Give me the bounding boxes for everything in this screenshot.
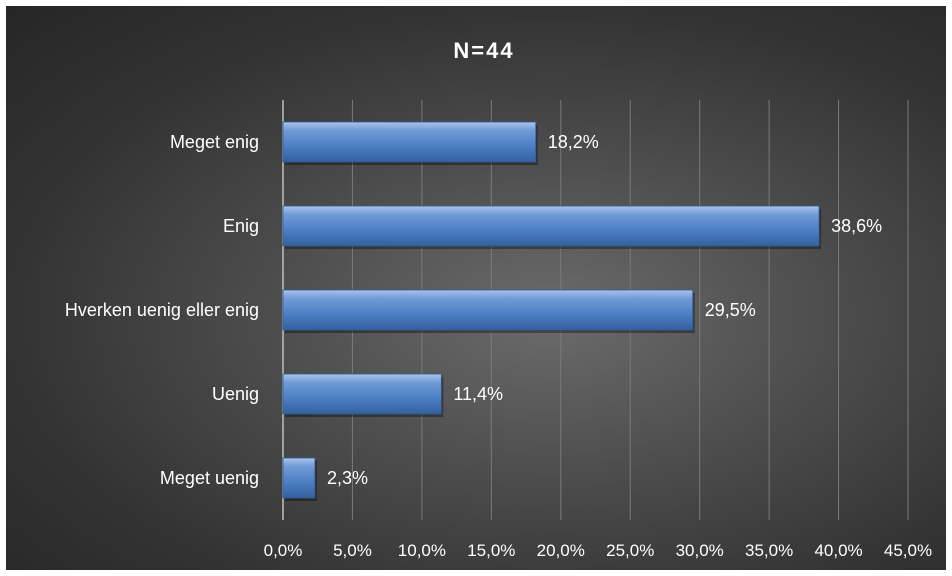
category-label: Hverken uenig eller enig [65,300,259,320]
data-label: 18,2% [548,132,599,152]
bar [282,373,442,415]
data-label: 29,5% [705,300,756,320]
bar [282,205,820,247]
bars [282,121,822,501]
category-label: Meget uenig [160,468,259,488]
labels: 0,0% 5,0% 10,0% 15,0% 20,0% 25,0% 30,0% 35,0% 40… [65,132,932,560]
data-label: 11,4% [453,384,503,404]
bar [282,457,316,499]
data-label: 2,3% [327,468,368,488]
data-label: 38,6% [831,216,882,236]
category-label: Meget enig [170,132,259,152]
x-tick-label: 45,0% [884,541,932,560]
x-tick-label: 20,0% [537,541,585,560]
x-tick-label: 0,0% [264,541,303,560]
x-tick-label: 15,0% [467,541,515,560]
x-tick-label: 5,0% [333,541,372,560]
bar [282,289,694,331]
x-tick-label: 30,0% [676,541,724,560]
chart-title: N=44 [453,38,514,63]
chart-area [6,6,946,570]
bar [282,121,537,163]
x-tick-label: 25,0% [606,541,654,560]
category-label: Uenig [212,384,259,404]
x-tick-label: 35,0% [745,541,793,560]
x-tick-label: 10,0% [398,541,446,560]
x-tick-label: 40,0% [814,541,862,560]
category-label: Enig [223,216,259,236]
